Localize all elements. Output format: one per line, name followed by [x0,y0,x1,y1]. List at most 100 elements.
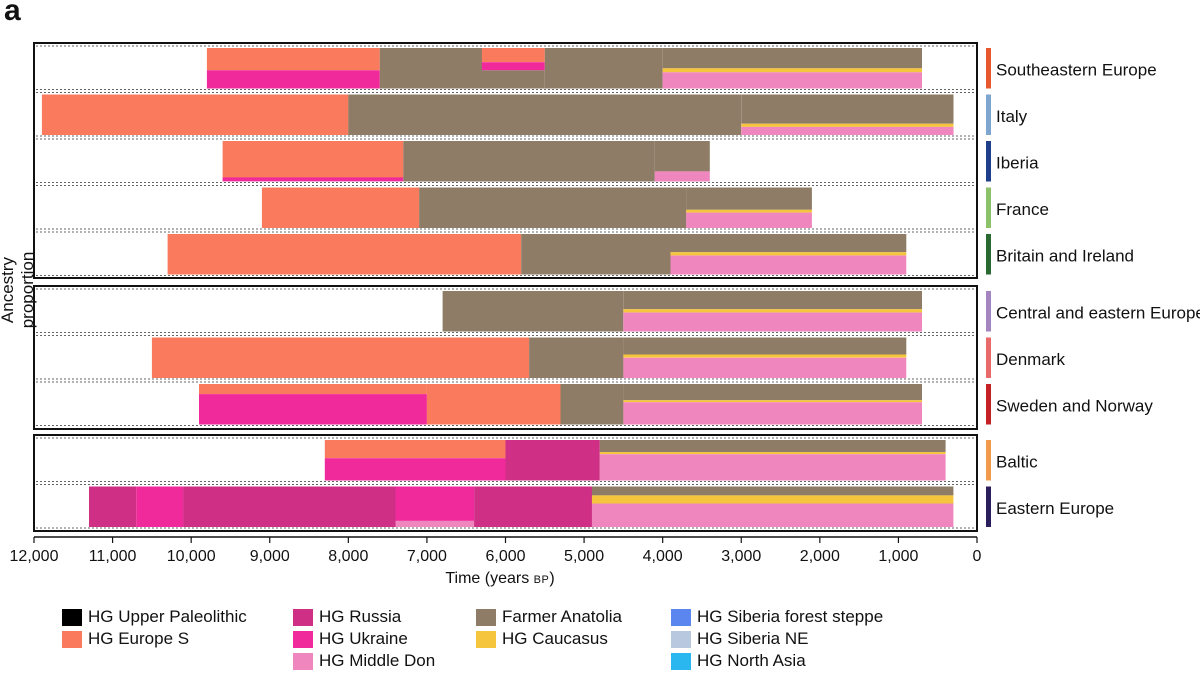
ancestry-segment-france-2-1 [686,209,812,213]
x-tick-label: 6,000 [485,548,525,565]
region-label: Sweden and Norway [996,396,1153,415]
ancestry-segment-britain-and-ireland-2-1 [670,252,907,256]
ancestry-segment-southeastern-europe-0-1 [206,70,380,89]
x-tick-label: 11,000 [89,548,137,565]
ancestry-segment-italy-0-0 [41,94,349,135]
ancestry-segment-baltic-2-1 [599,452,946,455]
panel-letter: a [4,0,21,27]
x-axis-label: Time (years BP) [445,570,555,587]
region-label: Southeastern Europe [996,60,1157,79]
ancestry-segment-baltic-1-0 [505,440,600,481]
ancestry-segment-eastern-europe-2-0 [183,486,396,527]
ancestry-segment-southeastern-europe-2-1 [481,62,545,71]
legend-label: HG North Asia [697,651,806,670]
ancestry-segment-denmark-1-0 [529,337,624,378]
legend-swatch [476,630,496,648]
ancestry-segment-southeastern-europe-4-1 [662,68,922,73]
ancestry-segment-italy-2-2 [741,126,954,135]
legend-label: HG Siberia forest steppe [697,607,884,626]
x-tick-label: 1,000 [878,548,918,565]
ancestry-segment-southeastern-europe-3-0 [544,48,663,89]
ancestry-segment-eastern-europe-0-0 [89,486,137,527]
region-color-bar [986,337,991,378]
ancestry-segment-italy-2-0 [741,94,954,124]
ancestry-segment-france-2-2 [686,212,812,228]
legend-label: HG Middle Don [319,651,436,670]
ancestry-segment-eastern-europe-5-1 [591,495,954,504]
x-tick-label: 5,000 [564,548,604,565]
x-tick-label: 3,000 [721,548,761,565]
legend-swatch [62,630,82,648]
ancestry-segment-eastern-europe-1-0 [136,486,184,527]
legend-item: HG Ukraine [293,629,408,649]
legend-item: HG Siberia NE [671,629,808,649]
legend-swatch [476,608,496,626]
ancestry-segment-britain-and-ireland-1-0 [521,234,671,275]
ancestry-segment-baltic-2-0 [599,440,946,453]
ancestry-chart: Southeastern Europe Italy Iberia France Brit… [10,42,1200,565]
region-label: Italy [996,107,1028,126]
group-frame [33,42,978,279]
ancestry-segment-sweden-and-norway-0-1 [199,394,427,425]
ancestry-segment-eastern-europe-5-0 [591,486,954,496]
ancestry-segment-baltic-2-2 [599,454,946,481]
region-label: Baltic [996,452,1038,471]
legend-label: Farmer Anatolia [502,607,622,626]
region-label: Denmark [996,350,1065,369]
ancestry-segment-eastern-europe-4-0 [474,486,592,527]
legend-label: HG Caucasus [502,629,608,648]
ancestry-segment-southeastern-europe-4-0 [662,48,922,69]
legend-item: HG Middle Don [293,651,435,671]
ancestry-segment-sweden-and-norway-1-0 [426,384,561,425]
ancestry-segment-france-2-0 [686,187,812,210]
region-color-bar [986,48,991,89]
ancestry-segment-central-and-eastern-europe-1-0 [623,291,922,310]
ancestry-segment-sweden-and-norway-3-0 [623,384,922,401]
legend-swatch [671,652,691,670]
region-label: Britain and Ireland [996,246,1134,265]
ancestry-segment-denmark-2-0 [623,337,907,355]
region-label: Eastern Europe [996,499,1114,518]
legend-label: HG Siberia NE [697,629,809,648]
ancestry-segment-sweden-and-norway-2-0 [560,384,624,425]
x-axis-label-unit: BP [533,574,550,586]
ancestry-segment-britain-and-ireland-2-0 [670,234,907,253]
ancestry-segment-southeastern-europe-2-2 [481,70,545,89]
ancestry-segment-sweden-and-norway-0-0 [199,384,427,395]
legend-swatch [293,652,313,670]
ancestry-segment-southeastern-europe-0-0 [206,48,380,71]
x-tick-label: 8,000 [328,548,368,565]
ancestry-segment-iberia-2-0 [654,141,710,172]
ancestry-segment-central-and-eastern-europe-0-0 [442,291,624,332]
ancestry-segment-iberia-0-1 [222,177,404,182]
x-tick-label: 0 [973,548,982,565]
ancestry-segment-baltic-0-1 [324,458,506,481]
legend-swatch [62,608,82,626]
ancestry-segment-britain-and-ireland-2-2 [670,255,907,275]
legend-item: HG Russia [293,607,401,627]
ancestry-segment-eastern-europe-3-0 [395,486,475,521]
legend-item: HG Siberia forest steppe [671,607,883,627]
ancestry-segment-baltic-0-0 [324,440,506,459]
legend-label: HG Russia [319,607,402,626]
ancestry-segment-britain-and-ireland-0-0 [167,234,522,275]
legend-swatch [293,630,313,648]
ancestry-segment-central-and-eastern-europe-1-2 [623,312,922,332]
ancestry-segment-france-0-0 [261,187,420,228]
region-label: France [996,200,1049,219]
group-frame [33,434,978,532]
region-color-bar [986,486,991,527]
x-tick-label: 9,000 [250,548,290,565]
region-label: Iberia [996,153,1039,172]
legend-swatch [293,608,313,626]
ancestry-segment-france-1-0 [419,187,687,228]
ancestry-segment-eastern-europe-3-1 [395,520,475,527]
x-tick-label: 7,000 [407,548,447,565]
ancestry-segment-italy-2-1 [741,123,954,127]
ancestry-segment-central-and-eastern-europe-1-1 [623,309,922,313]
x-tick-label: 12,000 [10,548,59,565]
x-tick-label: 2,000 [800,548,840,565]
legend-item: HG Upper Paleolithic [62,607,247,627]
ancestry-segment-iberia-1-0 [403,141,655,182]
region-color-bar [986,440,991,481]
